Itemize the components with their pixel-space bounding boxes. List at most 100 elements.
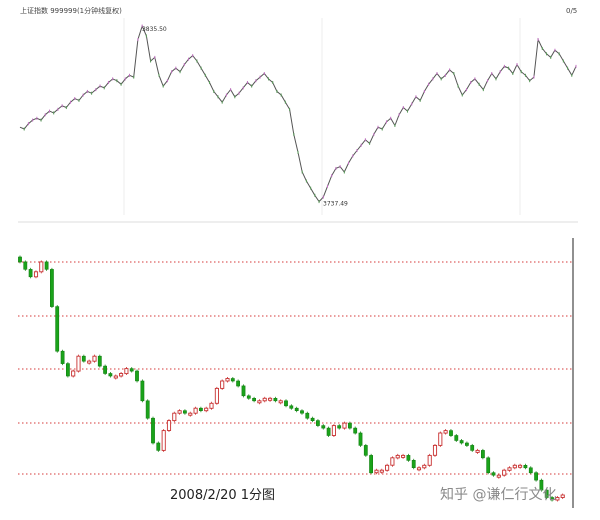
candle-body (544, 489, 549, 498)
candle-body (246, 395, 251, 399)
candle-body (199, 407, 203, 411)
candle-body (241, 385, 246, 397)
candle-body (491, 472, 496, 476)
candle-body (422, 464, 427, 469)
candle-body (560, 494, 565, 498)
top-high-annotation: 3835.50 (142, 26, 167, 33)
candle-body (416, 467, 422, 471)
candle-body (379, 469, 384, 473)
candle-body (534, 472, 539, 481)
candle-body (507, 467, 512, 471)
candle-body (103, 365, 108, 374)
candle-body (470, 445, 475, 451)
candle-body (81, 355, 86, 362)
candle-body (300, 410, 304, 414)
candle-body (432, 444, 438, 456)
candle-body (220, 380, 225, 389)
candle-body (257, 400, 262, 404)
candle-body (97, 355, 102, 367)
candle-body (294, 407, 299, 411)
candle-body (347, 422, 352, 429)
candle-body (289, 405, 294, 409)
candle-body (278, 400, 283, 404)
candle-body (214, 387, 219, 404)
candle-body (321, 425, 326, 429)
candle-body (443, 430, 448, 434)
candle-body (427, 454, 432, 466)
candle-body (49, 269, 54, 307)
candle-body (284, 400, 288, 407)
candle-body (33, 271, 39, 278)
candle-body (390, 457, 395, 466)
candle-body (76, 355, 81, 372)
candle-body (193, 407, 198, 414)
candle-body (385, 464, 390, 471)
bottom-candle-chart (18, 238, 574, 508)
candle-body (353, 427, 358, 434)
candle-body (145, 400, 150, 419)
candle-body (459, 440, 464, 444)
chart-caption: 2008/2/20 1分图 (170, 488, 276, 503)
candle-body (331, 425, 336, 436)
candle-body (523, 465, 528, 469)
candle-body (92, 355, 97, 362)
candle-body (71, 370, 76, 377)
candle-body (315, 420, 320, 426)
candle-body (480, 450, 485, 459)
candle-body (60, 350, 65, 364)
candle-body (129, 368, 134, 372)
candle-body (66, 363, 70, 377)
candle-body (55, 306, 60, 352)
candle-body (161, 430, 166, 451)
candle-body (395, 454, 400, 459)
candle-body (39, 261, 44, 273)
candle-body (108, 373, 113, 377)
candle-body (438, 432, 443, 446)
candle-body (119, 373, 124, 377)
candle-body (496, 474, 501, 478)
candle-body (44, 261, 49, 270)
candle-body (486, 457, 491, 474)
candle-body (268, 397, 273, 401)
candle-body (310, 417, 315, 421)
candle-body (252, 398, 257, 402)
candle-body (337, 425, 342, 429)
watermark: 知乎 @谦仁行文化 (440, 487, 557, 503)
candle-body (411, 460, 416, 469)
candle-body (528, 467, 533, 474)
candle-body (23, 261, 28, 270)
candle-body (342, 422, 347, 429)
candle-body (172, 412, 177, 422)
candle-body (183, 410, 187, 414)
candle-body (454, 435, 459, 441)
candle-body (555, 497, 560, 501)
candle-body (236, 380, 241, 387)
candle-body (209, 402, 214, 409)
candle-body (124, 368, 129, 375)
top-chart-title: 上证指数 999999(1分钟线复权) (20, 6, 122, 15)
candle-body (449, 430, 453, 436)
top-chart-background (18, 0, 578, 220)
top-chart-corner-label: 0/5 (566, 7, 577, 15)
candle-body (406, 455, 411, 461)
top-low-annotation: 3737.49 (323, 201, 348, 208)
candle-body (358, 432, 363, 446)
candle-body (464, 442, 469, 446)
top-index-chart: 上证指数 999999(1分钟线复权) 0/5 3835.50 3737.49 (18, 0, 578, 223)
candle-body (512, 464, 517, 469)
candle-body (230, 378, 235, 382)
candle-body (166, 420, 172, 431)
candle-body (87, 360, 92, 364)
candle-body (305, 412, 310, 419)
candle-body (550, 497, 554, 501)
candle-body (374, 469, 379, 474)
candle-body (273, 398, 278, 402)
candle-body (326, 427, 331, 436)
candle-body (401, 454, 406, 458)
candle-body (363, 445, 368, 456)
candle-body (28, 269, 33, 278)
candle-body (177, 410, 182, 414)
candle-body (369, 455, 374, 474)
candle-body (151, 417, 155, 444)
candle-body (135, 370, 139, 382)
